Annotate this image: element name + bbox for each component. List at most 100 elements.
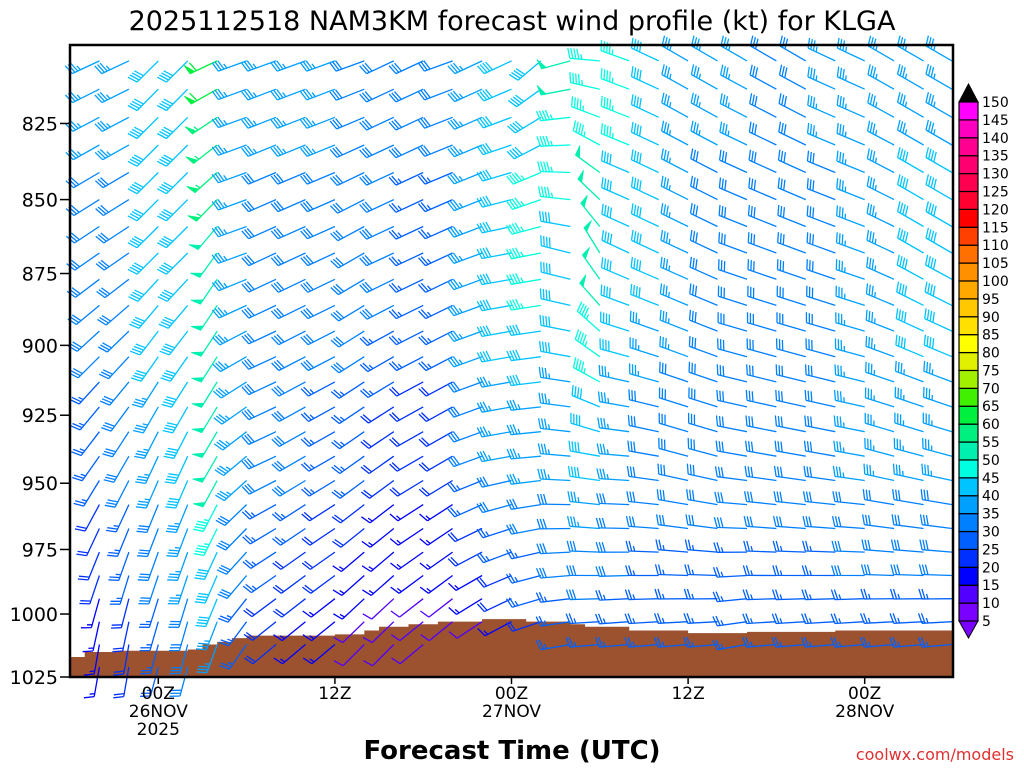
wind-barb — [581, 247, 601, 280]
wind-barb — [802, 515, 836, 530]
barb-staff — [359, 88, 395, 103]
wind-barb — [388, 330, 424, 346]
barb-staff — [630, 66, 659, 90]
barb-staff — [129, 330, 159, 356]
barb-staff — [302, 644, 336, 665]
colorbar-box — [958, 369, 979, 389]
x-tick-label: 12Z — [318, 684, 351, 704]
wind-barb — [630, 256, 659, 280]
wind-barb — [270, 252, 306, 267]
barb-staff — [653, 613, 689, 624]
wind-barb — [156, 226, 189, 249]
barb-staff — [162, 406, 189, 434]
barb-staff — [417, 144, 453, 157]
wind-barb — [359, 356, 395, 373]
wind-barb — [896, 201, 924, 228]
wind-barb — [329, 60, 365, 72]
wind-barb — [775, 389, 806, 408]
wind-barb — [630, 203, 659, 228]
wind-barb — [134, 431, 159, 459]
wind-barb — [191, 406, 218, 434]
barb-staff — [893, 437, 924, 457]
barb-staff — [388, 278, 424, 293]
x-tick-label: 2025 — [137, 720, 180, 740]
wind-barb — [830, 589, 865, 601]
barb-staff — [689, 229, 718, 254]
wind-barb — [860, 564, 895, 577]
wind-barb — [329, 199, 365, 214]
barb-staff — [866, 229, 895, 254]
barb-staff — [630, 121, 659, 146]
wind-barb — [539, 314, 571, 332]
barb-staff — [272, 598, 306, 618]
wind-barb — [113, 666, 130, 699]
barb-staff — [113, 666, 130, 699]
colorbar-label: 10 — [982, 596, 1000, 612]
barb-staff — [331, 479, 365, 499]
barb-staff — [211, 278, 247, 292]
barb-staff — [506, 324, 541, 337]
barb-staff — [447, 88, 483, 103]
wind-barb — [654, 564, 689, 577]
barb-staff — [211, 252, 247, 264]
wind-barb — [859, 636, 895, 648]
wind-barb — [212, 330, 247, 346]
barb-staff — [832, 491, 865, 506]
barb-staff — [447, 171, 483, 185]
barb-staff — [360, 455, 395, 475]
wind-barb — [720, 35, 748, 62]
wind-barb — [102, 431, 130, 458]
wind-barb — [718, 149, 748, 174]
barb-staff — [629, 337, 659, 358]
wind-barb — [630, 121, 659, 146]
wind-barb — [653, 636, 689, 648]
wind-barb — [801, 565, 836, 577]
wind-barb — [360, 406, 395, 424]
wind-barb — [866, 175, 895, 201]
wind-barb — [70, 406, 100, 431]
barb-staff — [216, 551, 248, 575]
wind-barb — [718, 177, 748, 201]
wind-barb — [272, 574, 306, 594]
wind-barb — [866, 148, 895, 174]
barb-staff — [743, 540, 777, 553]
barb-pennant — [581, 247, 590, 260]
barb-staff — [538, 392, 571, 408]
wind-barb — [749, 64, 777, 90]
wind-barb — [778, 93, 807, 118]
wind-barb — [535, 639, 571, 651]
barb-staff — [712, 566, 748, 578]
wind-barb — [859, 613, 895, 624]
barb-staff — [67, 330, 100, 352]
colorbar-box — [958, 101, 979, 121]
barb-staff — [329, 144, 365, 158]
barb-staff — [330, 278, 365, 296]
barb-staff — [417, 225, 453, 240]
wind-barb — [330, 278, 365, 296]
barb-staff — [507, 88, 542, 108]
wind-barb — [579, 274, 601, 306]
barb-staff — [688, 335, 718, 358]
barb-staff — [359, 116, 395, 131]
wind-barb — [104, 480, 130, 508]
barb-staff — [94, 60, 130, 75]
wind-barb — [299, 88, 336, 101]
barb-staff — [892, 489, 924, 506]
wind-barb — [241, 356, 277, 370]
wind-barb — [195, 598, 218, 628]
barb-staff — [921, 463, 953, 482]
wind-barb — [580, 195, 601, 227]
wind-barb — [922, 386, 953, 408]
barb-staff — [332, 527, 365, 548]
barb-staff — [418, 304, 453, 320]
wind-barb — [329, 88, 365, 101]
barb-staff — [599, 338, 630, 358]
wind-barb — [690, 92, 718, 118]
barb-staff — [301, 504, 336, 522]
wind-barb — [567, 491, 600, 506]
barb-staff — [388, 304, 424, 320]
barb-staff — [657, 463, 689, 482]
colorbar-box — [958, 119, 979, 139]
barb-staff — [630, 94, 659, 118]
